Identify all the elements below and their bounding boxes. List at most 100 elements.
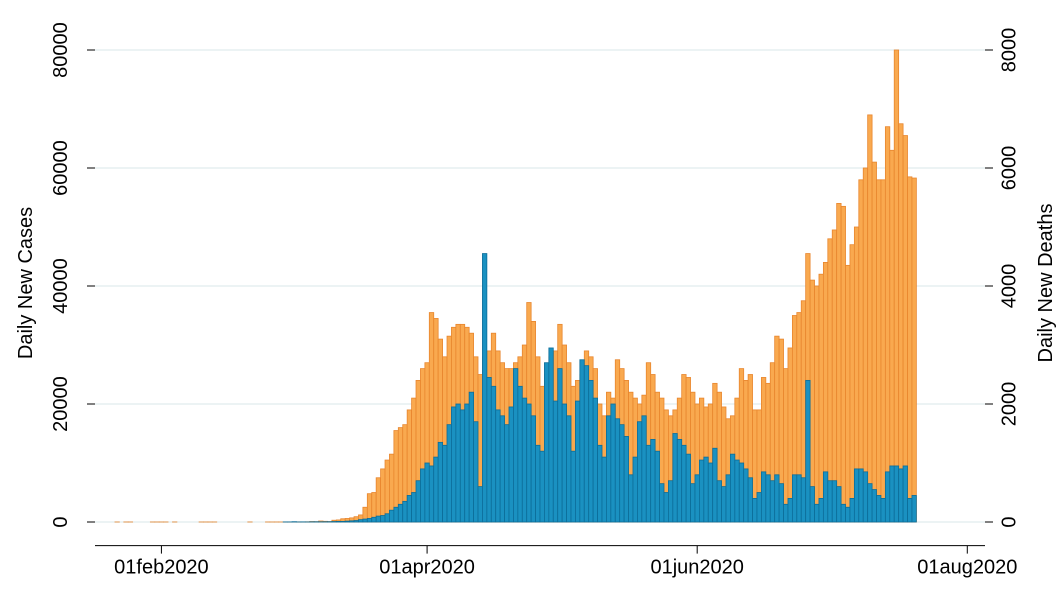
bar bbox=[385, 514, 389, 522]
bar bbox=[854, 469, 858, 522]
bar bbox=[513, 369, 517, 522]
bar bbox=[850, 245, 854, 522]
bar bbox=[451, 407, 455, 522]
bar bbox=[815, 286, 819, 522]
bar bbox=[686, 454, 690, 522]
bar bbox=[598, 445, 602, 522]
bar bbox=[890, 466, 894, 522]
bar bbox=[394, 507, 398, 522]
bar bbox=[832, 230, 836, 522]
bar bbox=[885, 472, 889, 522]
bar bbox=[456, 404, 460, 522]
bar bbox=[660, 484, 664, 522]
bar bbox=[589, 380, 593, 522]
bar bbox=[531, 416, 535, 522]
bar bbox=[859, 469, 863, 522]
bar bbox=[699, 460, 703, 522]
bar bbox=[376, 478, 380, 522]
bar bbox=[540, 451, 544, 522]
bar bbox=[912, 178, 916, 522]
bar bbox=[792, 475, 796, 522]
bar bbox=[726, 475, 730, 522]
bar bbox=[447, 425, 451, 522]
bar bbox=[553, 401, 557, 522]
bar bbox=[633, 457, 637, 522]
bar bbox=[819, 274, 823, 522]
y2-tick-label: 2000 bbox=[998, 382, 1020, 427]
bar bbox=[407, 495, 411, 522]
bar bbox=[664, 493, 668, 523]
bar bbox=[735, 460, 739, 522]
bar bbox=[500, 416, 504, 522]
bar bbox=[443, 445, 447, 522]
bar bbox=[863, 472, 867, 522]
bar bbox=[584, 366, 588, 522]
y-axis-title: Daily New Cases bbox=[15, 207, 37, 359]
bar bbox=[788, 348, 792, 522]
bar bbox=[345, 521, 349, 522]
bar bbox=[881, 180, 885, 522]
bar bbox=[779, 484, 783, 522]
bar bbox=[704, 457, 708, 522]
bar bbox=[372, 517, 376, 522]
bar bbox=[580, 360, 584, 522]
bar bbox=[602, 457, 606, 522]
bar bbox=[832, 481, 836, 522]
bar bbox=[403, 501, 407, 522]
bar bbox=[350, 521, 354, 522]
bar bbox=[558, 369, 562, 522]
x-tick-label: 01apr2020 bbox=[379, 557, 475, 579]
bar bbox=[673, 434, 677, 523]
bar bbox=[872, 162, 876, 522]
y2-axis-title: Daily New Deaths bbox=[1035, 204, 1057, 363]
bar bbox=[739, 463, 743, 522]
bar bbox=[367, 494, 371, 522]
bar bbox=[363, 519, 367, 522]
bar bbox=[801, 478, 805, 522]
bar bbox=[899, 124, 903, 522]
bar bbox=[761, 472, 765, 522]
bar bbox=[336, 521, 340, 522]
bar bbox=[872, 490, 876, 522]
bar bbox=[482, 254, 486, 522]
bar bbox=[381, 516, 385, 522]
bar bbox=[398, 504, 402, 522]
bar bbox=[677, 439, 681, 522]
bar bbox=[850, 498, 854, 522]
bar bbox=[527, 404, 531, 522]
bar bbox=[642, 416, 646, 522]
bar bbox=[894, 50, 898, 522]
bar bbox=[522, 398, 526, 522]
bar bbox=[637, 422, 641, 522]
bar bbox=[412, 493, 416, 523]
bar bbox=[615, 419, 619, 522]
bar bbox=[899, 469, 903, 522]
bar bbox=[465, 404, 469, 522]
bar bbox=[474, 422, 478, 522]
bar bbox=[744, 469, 748, 522]
y-tick-label: 20000 bbox=[50, 376, 72, 432]
x-tick-label: 01jun2020 bbox=[650, 557, 743, 579]
bar bbox=[389, 510, 393, 522]
bar bbox=[748, 478, 752, 522]
y-tick-label: 80000 bbox=[50, 22, 72, 78]
bar bbox=[575, 401, 579, 522]
bar bbox=[757, 493, 761, 523]
bar bbox=[496, 410, 500, 522]
bar bbox=[828, 481, 832, 522]
bar bbox=[797, 475, 801, 522]
bar bbox=[815, 504, 819, 522]
y2-tick-label: 8000 bbox=[998, 28, 1020, 73]
bar bbox=[571, 451, 575, 522]
bar bbox=[509, 407, 513, 522]
bar bbox=[823, 472, 827, 522]
bar bbox=[416, 481, 420, 522]
bar bbox=[784, 504, 788, 522]
bar bbox=[624, 436, 628, 522]
bar bbox=[863, 168, 867, 522]
bar bbox=[491, 386, 495, 522]
bar bbox=[536, 445, 540, 522]
bar bbox=[544, 363, 548, 522]
bar bbox=[837, 203, 841, 522]
